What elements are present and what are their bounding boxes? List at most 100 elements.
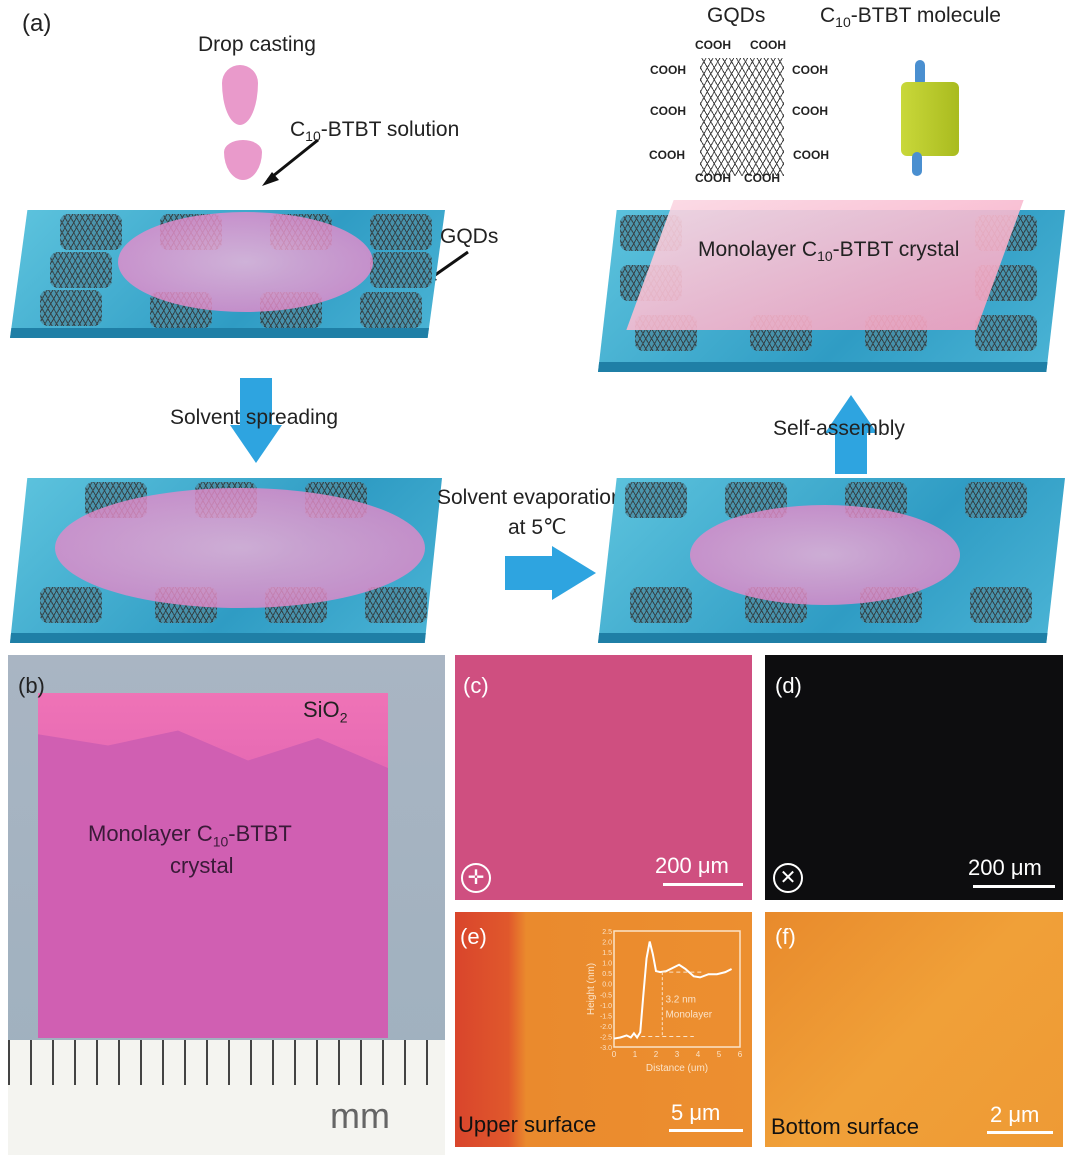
text: -BTBT crystal: [832, 238, 960, 261]
y-tick-label: -1.5: [600, 1013, 612, 1020]
x-tick-label: 1: [633, 1050, 638, 1059]
y-tick-label: 2.5: [602, 929, 612, 936]
y-tick-label: 2.0: [602, 940, 612, 947]
scale-label: 200 μm: [655, 853, 729, 878]
cooh: COOH: [695, 38, 731, 52]
panel-e-afm: (e) 0 1 2 3 4 5 6 2.5 2.0 1.5 1.0 0.5 0.0 -0.5 -1.0 -1.…: [455, 912, 752, 1147]
scale-bar: [987, 1131, 1053, 1134]
gqd-array: [25, 482, 435, 632]
panel-e-label: (e): [460, 924, 487, 949]
solution-puddle: [690, 505, 960, 605]
molecule-tail-icon: [915, 60, 925, 86]
text: C: [820, 4, 836, 27]
molecule-core-icon: [901, 82, 959, 156]
scale-bar: [663, 883, 743, 886]
down-arrow-icon: [240, 378, 272, 428]
panel-c-label: (c): [463, 673, 489, 698]
x-tick-label: 5: [717, 1050, 722, 1059]
x-tick-label: 2: [654, 1050, 659, 1059]
cooh: COOH: [649, 148, 685, 162]
x-tick-label: 0: [612, 1050, 617, 1059]
cooh: COOH: [792, 104, 828, 118]
solvent-evaporation-label: Solvent evaporation: [437, 486, 623, 509]
y-tick-label: 1.0: [602, 961, 612, 968]
crystal-label-2: crystal: [170, 853, 234, 878]
gqds-pointer-label: GQDs: [440, 225, 499, 248]
text: SiO: [303, 697, 340, 722]
y-tick-label: -1.0: [600, 1003, 612, 1010]
up-arrow-head-icon: [825, 395, 877, 433]
cooh: COOH: [650, 63, 686, 77]
legend-gqds-label: GQDs: [707, 4, 766, 27]
cooh: COOH: [792, 63, 828, 77]
solution-puddle: [118, 212, 373, 312]
text: -BTBT: [228, 821, 292, 846]
annotation-monolayer: Monolayer: [665, 1009, 712, 1020]
text: -BTBT molecule: [850, 4, 1001, 27]
monolayer-crystal: [626, 200, 1024, 330]
panel-b-photo: (b) SiO2 Monolayer C10-BTBT crystal mm: [8, 655, 445, 1155]
solution-puddle: [55, 488, 425, 608]
panel-f-label: (f): [775, 924, 796, 949]
y-tick-label: 1.5: [602, 950, 612, 957]
ruler-unit: mm: [330, 1095, 390, 1136]
y-tick-label: -3.0: [600, 1045, 612, 1052]
text: Monolayer C: [88, 821, 213, 846]
panel-c-image: (c) ✛ 200 μm: [455, 655, 752, 900]
crystal-sample: [38, 693, 388, 1038]
ruler: [8, 1040, 445, 1155]
scale-bar: [973, 885, 1055, 888]
text: 10: [835, 14, 851, 31]
y-tick-label: -0.5: [600, 992, 612, 999]
plot-frame: [613, 930, 741, 1048]
bottom-surface-caption: Bottom surface: [771, 1114, 919, 1139]
y-tick-label: -2.0: [600, 1024, 612, 1031]
y-tick-label: 0.0: [602, 982, 612, 989]
right-arrow-icon: [505, 556, 555, 590]
down-arrow-head-icon: [230, 425, 282, 463]
text: 2: [339, 709, 348, 726]
panel-b-label: (b): [18, 673, 45, 698]
height-profile-line: [613, 941, 733, 1040]
panel-a-label: (a): [22, 10, 52, 37]
solvent-spreading-label: Solvent spreading: [170, 406, 339, 429]
y-tick-label: 0.5: [602, 971, 612, 978]
cooh: COOH: [744, 171, 780, 185]
cooh: COOH: [793, 148, 829, 162]
upper-surface-caption: Upper surface: [458, 1112, 597, 1137]
monolayer-crystal-label: Monolayer C10-BTBT crystal: [698, 238, 959, 264]
panel-d-image: (d) ✕ 200 μm: [765, 655, 1063, 900]
text: -BTBT solution: [320, 118, 460, 141]
cooh: COOH: [695, 171, 731, 185]
drop-casting-label: Drop casting: [198, 33, 316, 56]
annotation-height: 3.2 nm: [665, 995, 696, 1006]
scale-label: 2 μm: [990, 1102, 1040, 1127]
text: C: [290, 118, 306, 141]
legend-molecule-label: C10-BTBT molecule: [820, 4, 1001, 30]
x-tick-label: 3: [675, 1050, 680, 1059]
text: 10: [817, 248, 833, 265]
up-arrow-icon: [835, 432, 867, 474]
gqd-structure: [700, 58, 784, 176]
cooh: COOH: [650, 104, 686, 118]
text: Monolayer C: [698, 238, 818, 261]
sio2-label: SiO2: [303, 697, 347, 725]
cooh: COOH: [750, 38, 786, 52]
x-tick-label: 4: [696, 1050, 701, 1059]
scale-label: 5 μm: [671, 1100, 721, 1125]
height-profile-inset: 0 1 2 3 4 5 6 2.5 2.0 1.5 1.0 0.5 0.0 -0.5 -1.0 -1.5 -2.…: [586, 929, 743, 1074]
crosshair-polarizer-icon: ✛: [461, 863, 491, 893]
self-assembly-label: Self-assembly: [773, 417, 905, 440]
text: 10: [212, 833, 229, 850]
panel-d-label: (d): [775, 673, 802, 698]
y-tick-label: -2.5: [600, 1034, 612, 1041]
molecule-tail-icon: [912, 152, 922, 176]
x-tick-label: 6: [738, 1050, 743, 1059]
y-axis-label: Height (nm): [586, 963, 597, 1015]
temperature-label: at 5℃: [508, 516, 567, 539]
scale-label: 200 μm: [968, 855, 1042, 880]
scale-bar: [669, 1129, 743, 1132]
crossed-polarizer-icon: ✕: [773, 863, 803, 893]
right-arrow-head-icon: [552, 546, 596, 600]
x-axis-label: Distance (um): [646, 1063, 708, 1074]
